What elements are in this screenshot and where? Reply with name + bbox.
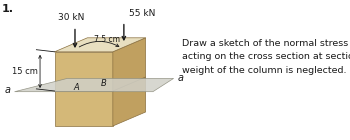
- Text: 55 kN: 55 kN: [130, 9, 156, 18]
- Text: a: a: [178, 73, 184, 83]
- Polygon shape: [15, 78, 174, 92]
- Text: 15 cm: 15 cm: [12, 67, 38, 76]
- Text: a: a: [4, 85, 10, 95]
- Text: B: B: [101, 79, 107, 88]
- Polygon shape: [55, 91, 113, 126]
- Text: 30 kN: 30 kN: [58, 13, 85, 22]
- Text: 7.5 cm: 7.5 cm: [94, 35, 120, 44]
- Text: Draw a sketch of the normal stress distribution
acting on the cross section at s: Draw a sketch of the normal stress distr…: [182, 39, 350, 75]
- Text: A: A: [74, 83, 79, 92]
- Polygon shape: [55, 38, 146, 52]
- Polygon shape: [113, 77, 146, 126]
- Text: 1.: 1.: [2, 4, 14, 14]
- Polygon shape: [55, 52, 113, 91]
- Polygon shape: [113, 38, 146, 91]
